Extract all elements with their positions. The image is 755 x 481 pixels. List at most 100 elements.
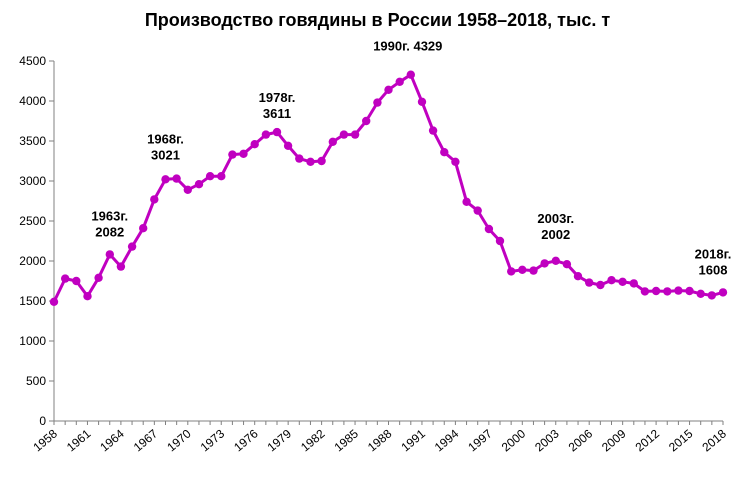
data-point <box>573 272 583 281</box>
annotation-value-label: 2002 <box>541 227 570 242</box>
data-point <box>228 150 237 159</box>
annotation-value-label: 2082 <box>95 224 124 239</box>
data-point <box>629 279 638 288</box>
annotation: 2018г.1608 <box>695 246 732 277</box>
data-point <box>663 287 672 296</box>
y-tick-label: 0 <box>39 414 46 428</box>
annotation-value-label: 3021 <box>151 147 180 162</box>
axes <box>49 60 724 425</box>
data-point <box>139 224 148 233</box>
data-point <box>328 137 337 146</box>
series-line-layer <box>52 73 724 303</box>
annotation: 1978г.3611 <box>259 90 296 121</box>
data-point <box>395 77 404 87</box>
data-point <box>707 291 716 300</box>
data-point <box>640 287 650 296</box>
data-point <box>607 276 616 285</box>
series-line <box>52 73 724 303</box>
x-tick-label: 1979 <box>265 426 295 454</box>
y-tick-label: 3000 <box>19 174 46 188</box>
x-tick-label: 1997 <box>465 426 495 454</box>
data-point <box>272 127 282 137</box>
annotation: 1963г.2082 <box>91 208 128 239</box>
data-point <box>462 197 471 206</box>
annotation: 2003г.2002 <box>537 211 574 242</box>
data-point <box>362 116 371 126</box>
data-point <box>283 141 293 150</box>
annotation-year-label: 1963г. <box>91 208 128 223</box>
data-point <box>373 98 382 107</box>
data-point <box>172 174 181 183</box>
annotation-value-label: 1608 <box>699 262 728 277</box>
data-point <box>116 262 126 271</box>
data-point <box>250 140 259 149</box>
data-point <box>585 278 594 287</box>
data-point <box>306 157 315 166</box>
data-point <box>72 276 81 286</box>
x-tick-label: 1982 <box>298 426 328 454</box>
data-point <box>484 224 494 234</box>
data-point <box>718 288 728 297</box>
annotations: 1963г.2082 1968г.3021 1978г.3611 1990г. 432… <box>91 39 731 278</box>
annotation-year-label: 1978г. <box>259 90 296 105</box>
data-point <box>60 274 70 283</box>
x-tick-label: 1970 <box>164 426 194 454</box>
annotation: 1990г. 4329 <box>373 39 442 54</box>
data-point <box>49 297 59 306</box>
data-point <box>507 267 516 276</box>
x-tick-label: 1973 <box>198 426 228 454</box>
data-point <box>428 126 438 135</box>
data-point <box>83 292 92 301</box>
data-point <box>551 256 560 265</box>
data-point <box>150 195 159 204</box>
data-point <box>339 130 349 139</box>
data-points <box>49 70 728 306</box>
data-point <box>217 172 226 181</box>
data-point <box>540 259 549 268</box>
data-point <box>406 70 415 79</box>
x-tick-label: 1967 <box>131 426 161 454</box>
annotation: 1968г.3021 <box>147 131 184 162</box>
annotation-value-label: 3611 <box>263 106 291 121</box>
tick-labels: 0 500 1000 1500 2000 2500 3000 3500 4000 4500 1958… <box>19 54 729 454</box>
data-point <box>495 236 505 246</box>
data-point <box>183 185 192 194</box>
x-tick-label: 1988 <box>365 426 395 454</box>
data-point <box>440 148 449 157</box>
data-point <box>205 172 215 181</box>
x-tick-label: 1958 <box>30 426 60 454</box>
x-tick-label: 1976 <box>231 426 261 454</box>
y-tick-label: 500 <box>26 374 46 388</box>
y-tick-label: 4000 <box>19 94 46 108</box>
data-point <box>618 277 627 286</box>
annotation-year-label: 1968г. <box>147 131 184 146</box>
y-tick-label: 1500 <box>19 294 46 308</box>
x-tick-label: 2003 <box>532 426 562 454</box>
data-point <box>473 206 482 215</box>
x-tick-label: 1991 <box>398 426 428 454</box>
data-point <box>261 130 271 139</box>
data-point <box>696 289 705 298</box>
data-point <box>350 130 360 139</box>
data-point <box>94 273 103 282</box>
data-point <box>417 97 427 107</box>
data-point <box>651 286 661 296</box>
data-point <box>529 266 538 275</box>
y-tick-label: 3500 <box>19 134 46 148</box>
data-point <box>317 156 326 166</box>
y-tick-label: 4500 <box>19 54 46 68</box>
x-tick-label: 1985 <box>332 426 362 454</box>
x-tick-label: 2015 <box>666 426 696 454</box>
data-point <box>451 157 460 166</box>
data-point <box>685 286 694 296</box>
data-point <box>161 175 170 184</box>
chart-title: Производство говядины в России 1958–2018… <box>144 10 611 30</box>
y-tick-label: 1000 <box>19 334 46 348</box>
x-tick-label: 1994 <box>432 426 462 454</box>
data-point <box>295 154 304 163</box>
annotation-year-label: 2003г. <box>537 211 574 226</box>
x-tick-label: 2009 <box>599 426 629 454</box>
data-point <box>674 286 683 295</box>
y-tick-label: 2000 <box>19 254 46 268</box>
